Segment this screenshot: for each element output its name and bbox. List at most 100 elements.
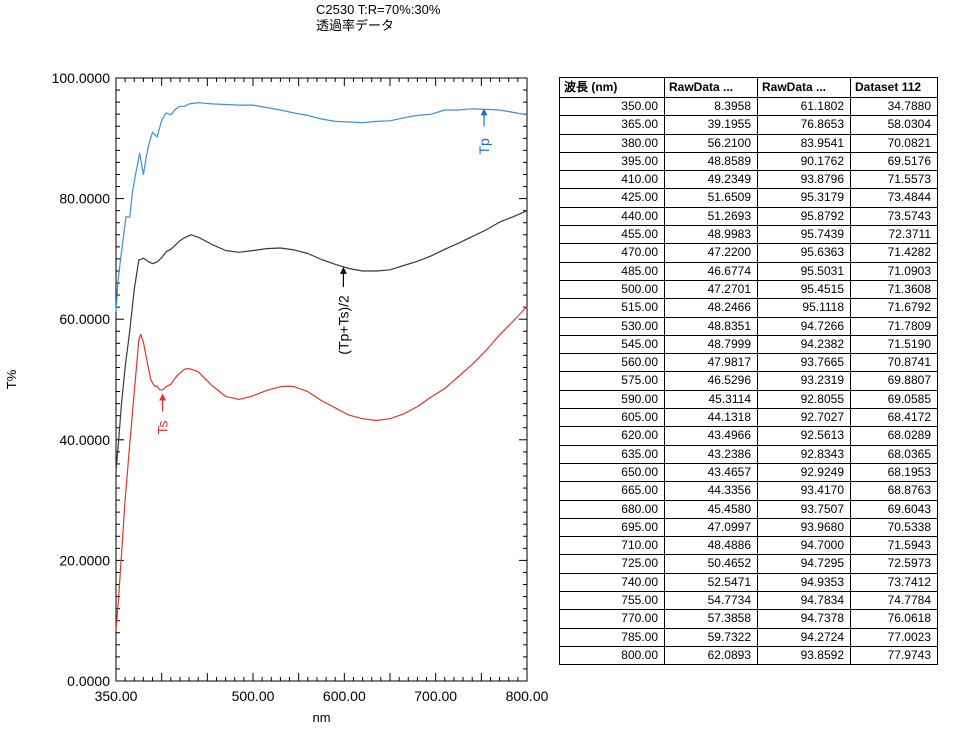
table-cell: 69.6043 xyxy=(850,499,938,519)
table-cell: 770.00 xyxy=(559,609,665,629)
table-cell: 74.7784 xyxy=(850,591,938,611)
table-row: 470.00 47.2200 95.6363 71.4282 xyxy=(559,243,938,263)
table-cell: 83.9541 xyxy=(757,133,851,153)
table-row: 740.00 52.5471 94.9353 73.7412 xyxy=(559,572,938,593)
table-row: 620.00 43.4966 92.5613 68.0289 xyxy=(559,426,938,446)
table-cell: 94.7295 xyxy=(757,554,851,574)
table-row: 755.00 54.7734 94.7834 74.7784 xyxy=(559,591,938,611)
table-row: 800.00 62.0893 93.8592 77.9743 xyxy=(559,645,938,666)
table-cell: 95.7439 xyxy=(757,225,851,245)
x-axis-label: nm xyxy=(312,710,330,725)
page-title: C2530 T:R=70%:30% 透過率データ xyxy=(316,2,440,34)
table-cell: 93.7507 xyxy=(757,499,851,519)
table-cell: 76.8653 xyxy=(757,115,851,135)
table-cell: 69.5176 xyxy=(850,151,938,172)
table-cell: 73.4844 xyxy=(850,188,938,208)
table-cell: 45.3114 xyxy=(664,389,758,410)
table-cell: 47.2200 xyxy=(664,243,758,263)
table-cell: 58.0304 xyxy=(850,115,938,135)
table-cell: 93.8796 xyxy=(757,170,851,190)
x-tick-label: 600.00 xyxy=(323,688,366,704)
table-cell: 47.0997 xyxy=(664,517,758,538)
table-cell: 680.00 xyxy=(559,499,665,519)
table-cell: 425.00 xyxy=(559,188,665,208)
table-cell: 68.0289 xyxy=(850,426,938,446)
table-cell: 635.00 xyxy=(559,444,665,464)
table-cell: 785.00 xyxy=(559,627,665,647)
y-tick-label: 100.0000 xyxy=(52,70,111,86)
table-cell: 94.7834 xyxy=(757,591,851,611)
table-cell: 90.1762 xyxy=(757,151,851,172)
table-row: 425.00 51.6509 95.3179 73.4844 xyxy=(559,188,938,208)
table-body: 350.00 8.3958 61.1802 34.7880 365.00 39.1955 7… xyxy=(559,96,938,666)
table-cell: 45.4580 xyxy=(664,499,758,519)
table-cell: 93.8592 xyxy=(757,645,851,666)
avg-arrow-head xyxy=(339,266,347,274)
table-cell: 72.3711 xyxy=(850,225,938,245)
table-cell: 620.00 xyxy=(559,426,665,446)
table-header-row: 波長 (nm) RawData ... RawData ... Dataset 112 xyxy=(559,77,938,98)
table-row: 680.00 45.4580 93.7507 69.6043 xyxy=(559,499,938,519)
table-cell: 68.1953 xyxy=(850,462,938,483)
plot-frame xyxy=(115,77,528,682)
table-cell: 93.2319 xyxy=(757,371,851,391)
table-cell: 61.1802 xyxy=(757,96,851,117)
table-cell: 47.2701 xyxy=(664,279,758,300)
table-cell: 69.0585 xyxy=(850,389,938,410)
table-cell: 560.00 xyxy=(559,353,665,373)
y-tick-label: 40.0000 xyxy=(59,432,110,448)
table-row: 605.00 44.1318 92.7027 68.4172 xyxy=(559,408,938,428)
table-cell: 43.2386 xyxy=(664,444,758,464)
table-cell: 485.00 xyxy=(559,261,665,281)
tp-arrow-head xyxy=(480,108,488,116)
table-cell: 77.9743 xyxy=(850,645,938,666)
column-header-1: 波長 (nm) xyxy=(559,77,665,98)
table-cell: 43.4966 xyxy=(664,426,758,446)
column-header-3: RawData ... xyxy=(757,77,851,98)
table-cell: 545.00 xyxy=(559,334,665,355)
table-row: 635.00 43.2386 92.8343 68.0365 xyxy=(559,444,938,464)
table-cell: 48.9983 xyxy=(664,225,758,245)
transmittance-chart: 0.0000 20.0000 40.0000 60.0000 80.0000 100.00… xyxy=(4,70,549,725)
table-cell: 725.00 xyxy=(559,554,665,574)
table-cell: 68.4172 xyxy=(850,408,938,428)
table-cell: 94.2724 xyxy=(757,627,851,647)
x-tick-label: 700.00 xyxy=(414,688,457,704)
table-cell: 350.00 xyxy=(559,96,665,117)
table-row: 500.00 47.2701 95.4515 71.3608 xyxy=(559,279,938,300)
series-line-2 xyxy=(115,210,528,472)
table-cell: 92.9249 xyxy=(757,462,851,483)
table-row: 785.00 59.7322 94.2724 77.0023 xyxy=(559,627,938,647)
table-row: 575.00 46.5296 93.2319 69.8807 xyxy=(559,371,938,391)
table-cell: 50.4652 xyxy=(664,554,758,574)
table-cell: 95.3179 xyxy=(757,188,851,208)
column-header-4: Dataset 112 xyxy=(850,77,938,98)
table-row: 590.00 45.3114 92.8055 69.0585 xyxy=(559,389,938,410)
table-cell: 92.5613 xyxy=(757,426,851,446)
series-line-3 xyxy=(115,306,528,631)
annotation-tp: Tp xyxy=(476,138,492,155)
table-cell: 94.7266 xyxy=(757,316,851,336)
table-row: 485.00 46.6774 95.5031 71.0903 xyxy=(559,261,938,281)
table-row: 695.00 47.0997 93.9680 70.5338 xyxy=(559,517,938,538)
table-cell: 39.1955 xyxy=(664,115,758,135)
table-cell: 76.0618 xyxy=(850,609,938,629)
table-row: 515.00 48.2466 95.1118 71.6792 xyxy=(559,298,938,318)
annotation-average: (Tp+Ts)/2 xyxy=(335,295,351,355)
table-cell: 72.5973 xyxy=(850,554,938,574)
table-cell: 48.8351 xyxy=(664,316,758,336)
x-tick-label: 500.00 xyxy=(232,688,275,704)
table-cell: 95.4515 xyxy=(757,279,851,300)
table-cell: 71.7809 xyxy=(850,316,938,336)
data-table: 波長 (nm) RawData ... RawData ... Dataset 112… xyxy=(559,77,938,666)
table-cell: 95.5031 xyxy=(757,261,851,281)
table-cell: 49.2349 xyxy=(664,170,758,190)
table-cell: 755.00 xyxy=(559,591,665,611)
table-cell: 71.5943 xyxy=(850,536,938,556)
table-cell: 54.7734 xyxy=(664,591,758,611)
table-cell: 8.3958 xyxy=(664,96,758,117)
table-cell: 94.2382 xyxy=(757,334,851,355)
table-cell: 93.7665 xyxy=(757,353,851,373)
y-tick-label: 80.0000 xyxy=(59,191,110,207)
table-cell: 59.7322 xyxy=(664,627,758,647)
